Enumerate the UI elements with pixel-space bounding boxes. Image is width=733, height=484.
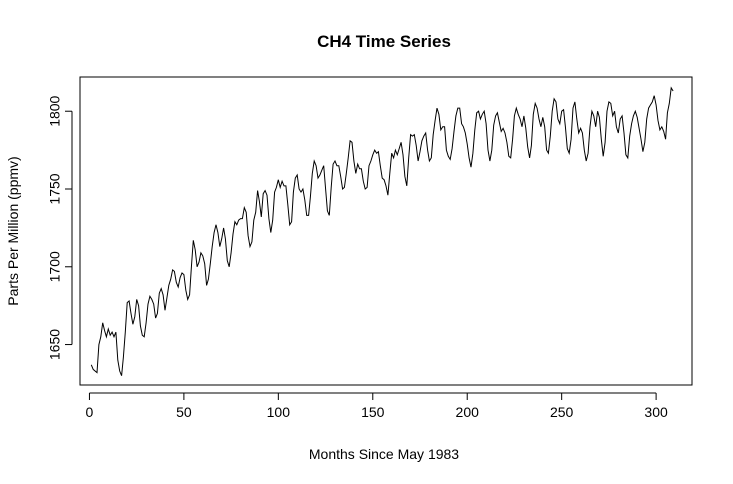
x-tick-label: 50 [176, 404, 192, 420]
y-tick-label: 1750 [47, 173, 63, 204]
x-tick-label: 300 [644, 404, 668, 420]
y-tick-label: 1800 [47, 95, 63, 126]
y-tick-label: 1650 [47, 329, 63, 360]
series-group [90, 86, 674, 376]
x-tick-label: 100 [267, 404, 291, 420]
x-tick-label: 250 [550, 404, 574, 420]
series-line-0 [90, 86, 674, 376]
chart-title: CH4 Time Series [317, 32, 451, 51]
x-tick-label: 0 [86, 404, 94, 420]
y-axis-label: Parts Per Million (ppmv) [5, 156, 21, 305]
x-axis-label: Months Since May 1983 [309, 446, 459, 462]
x-tick-label: 150 [361, 404, 385, 420]
y-axis: 1650 1700 1750 1800 [47, 95, 73, 360]
x-axis: 0 50 100 150 200 250 300 [86, 392, 668, 420]
plot-area-border [79, 76, 693, 386]
y-tick-label: 1700 [47, 251, 63, 282]
x-tick-label: 200 [456, 404, 480, 420]
